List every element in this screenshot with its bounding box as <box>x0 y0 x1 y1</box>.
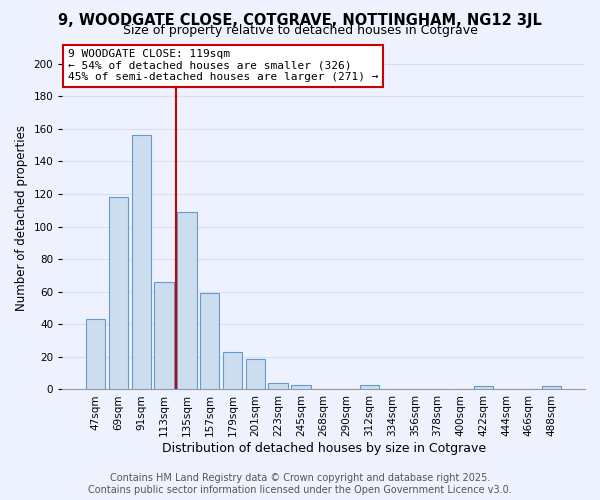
Bar <box>86 320 106 390</box>
Text: Size of property relative to detached houses in Cotgrave: Size of property relative to detached ho… <box>122 24 478 37</box>
Bar <box>200 294 220 390</box>
Text: 9 WOODGATE CLOSE: 119sqm
← 54% of detached houses are smaller (326)
45% of semi-: 9 WOODGATE CLOSE: 119sqm ← 54% of detach… <box>68 49 378 82</box>
Bar <box>177 212 197 390</box>
Text: 9, WOODGATE CLOSE, COTGRAVE, NOTTINGHAM, NG12 3JL: 9, WOODGATE CLOSE, COTGRAVE, NOTTINGHAM,… <box>58 12 542 28</box>
Bar <box>359 384 379 390</box>
Bar <box>223 352 242 390</box>
Bar <box>268 383 288 390</box>
Bar <box>542 386 561 390</box>
X-axis label: Distribution of detached houses by size in Cotgrave: Distribution of detached houses by size … <box>161 442 486 455</box>
Bar <box>291 384 311 390</box>
Bar <box>131 136 151 390</box>
Text: Contains HM Land Registry data © Crown copyright and database right 2025.
Contai: Contains HM Land Registry data © Crown c… <box>88 474 512 495</box>
Bar <box>473 386 493 390</box>
Bar <box>109 198 128 390</box>
Y-axis label: Number of detached properties: Number of detached properties <box>15 126 28 312</box>
Bar <box>154 282 174 390</box>
Bar <box>245 358 265 390</box>
